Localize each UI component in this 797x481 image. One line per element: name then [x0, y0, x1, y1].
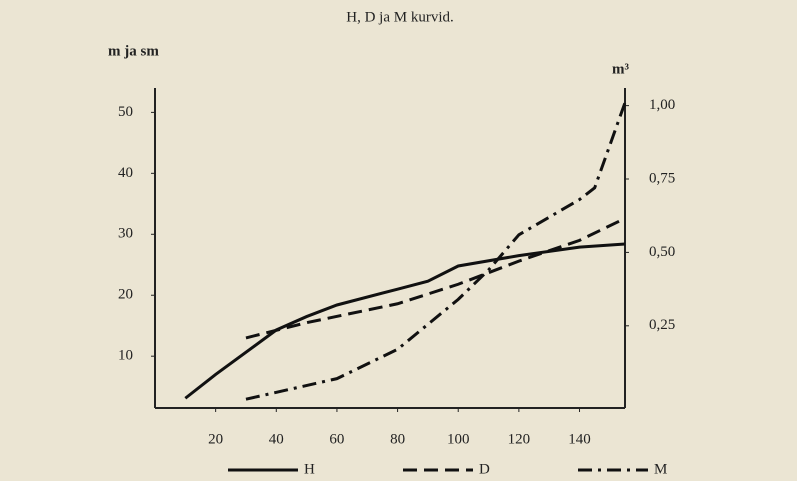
x-tick-label: 120: [508, 431, 531, 447]
y-tick-label: 50: [118, 104, 133, 120]
legend-label: H: [304, 461, 315, 477]
y2-axis-label: m³: [612, 61, 629, 77]
legend-label: D: [479, 461, 490, 477]
x-tick-label: 140: [568, 431, 591, 447]
y-tick-label: 40: [118, 165, 133, 181]
legend-label: M: [654, 461, 667, 477]
y-axis-label: m ja sm: [108, 43, 159, 59]
x-tick-label: 100: [447, 431, 470, 447]
line-H: [184, 242, 626, 400]
chart-title: H, D ja M kurvid.: [346, 9, 454, 25]
y-tick-label: 10: [118, 348, 133, 364]
y-tick-label: 20: [118, 287, 133, 303]
y2-tick-label: 0,75: [649, 170, 675, 186]
y2-tick-label: 1,00: [649, 97, 675, 113]
x-tick-label: 80: [390, 431, 405, 447]
x-tick-label: 20: [208, 431, 223, 447]
x-tick-label: 60: [329, 431, 344, 447]
line-M: [245, 102, 627, 401]
y2-tick-label: 0,25: [649, 317, 675, 333]
y-tick-label: 30: [118, 226, 133, 242]
x-tick-label: 40: [269, 431, 284, 447]
line-D: [245, 217, 626, 340]
y2-tick-label: 0,50: [649, 244, 675, 260]
